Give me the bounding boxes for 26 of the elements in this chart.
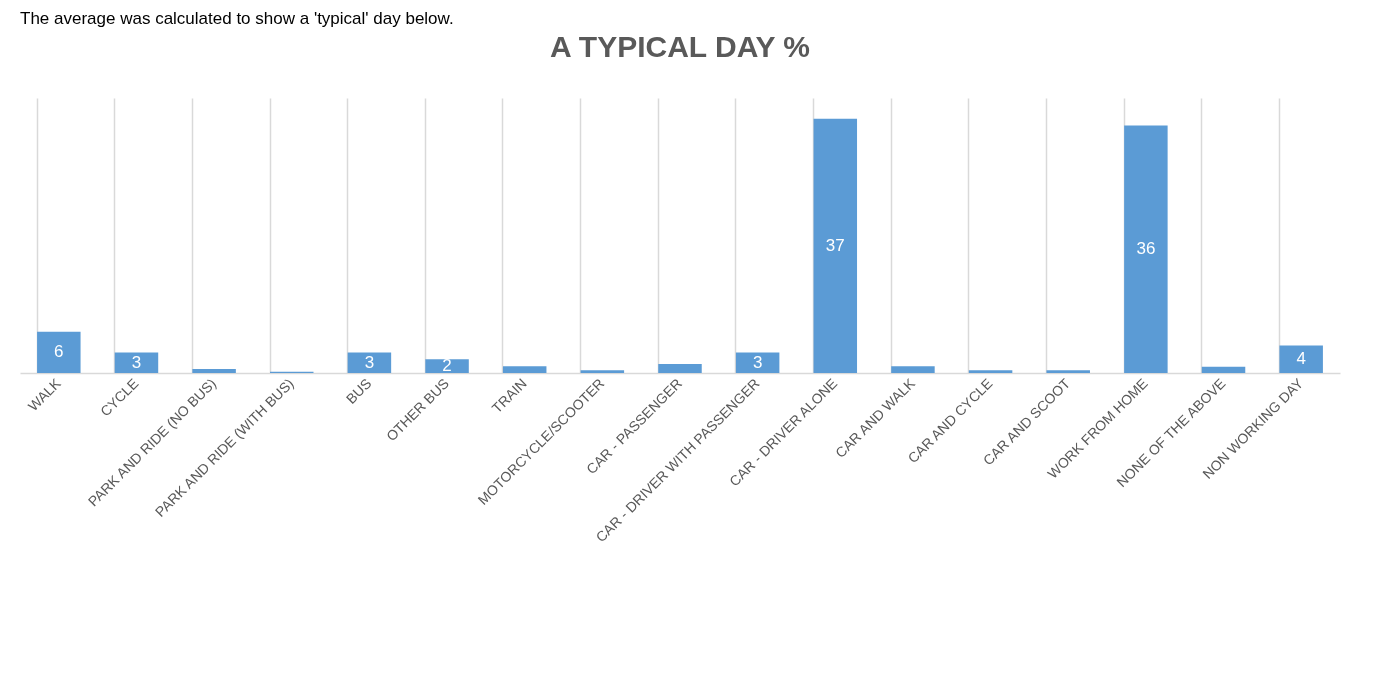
bar — [891, 366, 935, 373]
bar — [658, 364, 702, 373]
bar — [1124, 125, 1168, 373]
bar — [580, 370, 625, 373]
bar — [968, 370, 1013, 373]
bar — [114, 352, 159, 373]
bar — [735, 352, 780, 373]
bar — [192, 368, 236, 373]
data-label: 2 — [442, 356, 452, 376]
data-label: 3 — [364, 352, 375, 372]
bar — [37, 331, 81, 373]
data-label: 6 — [54, 342, 64, 362]
data-label: 4 — [1296, 349, 1306, 369]
text: The average was calculated to show a 'typical' day below. — [20, 9, 454, 28]
chart-title: A TYPICAL DAY % — [549, 30, 811, 63]
bar — [347, 352, 392, 373]
bar — [425, 359, 469, 373]
bar — [1201, 366, 1246, 373]
data-label: 37 — [825, 235, 845, 255]
bar — [813, 118, 858, 373]
bar — [1279, 345, 1323, 373]
data-label: 36 — [1136, 239, 1156, 259]
data-label: 3 — [752, 352, 763, 372]
bar — [502, 366, 547, 373]
bar — [1046, 370, 1090, 373]
data-label: 3 — [131, 352, 142, 372]
